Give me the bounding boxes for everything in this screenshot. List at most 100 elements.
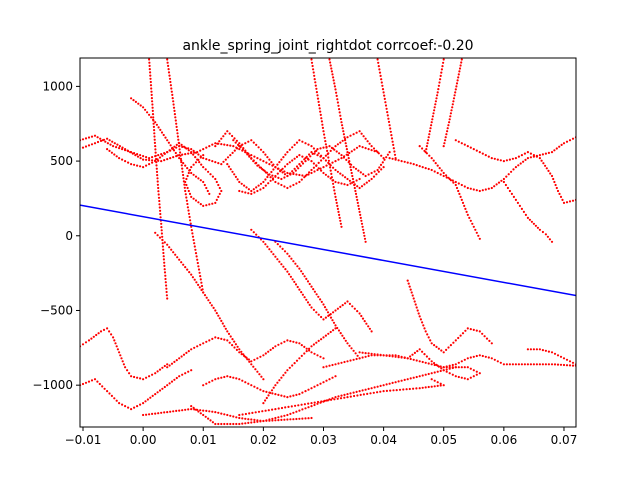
scatter-point xyxy=(136,376,139,379)
scatter-point xyxy=(367,148,370,151)
scatter-point xyxy=(346,136,349,139)
scatter-point xyxy=(361,356,364,359)
scatter-point xyxy=(286,369,289,372)
scatter-point xyxy=(478,189,481,193)
scatter-point xyxy=(433,106,436,109)
scatter-point xyxy=(416,309,419,312)
scatter-point xyxy=(286,163,289,166)
scatter-point xyxy=(559,363,563,366)
scatter-point xyxy=(378,166,381,169)
scatter-point xyxy=(145,413,148,416)
scatter-point xyxy=(271,347,275,350)
scatter-point xyxy=(421,166,424,169)
scatter-point xyxy=(313,74,316,77)
scatter-point xyxy=(224,327,227,330)
scatter-point xyxy=(436,384,439,387)
scatter-point xyxy=(235,139,238,142)
scatter-point xyxy=(277,343,280,346)
scatter-point xyxy=(451,373,454,376)
scatter-point xyxy=(238,142,241,145)
scatter-point xyxy=(441,65,444,68)
scatter-point xyxy=(161,387,164,390)
scatter-point xyxy=(304,390,307,393)
scatter-point xyxy=(218,186,221,190)
scatter-point xyxy=(99,139,103,142)
scatter-point xyxy=(96,136,99,139)
scatter-point xyxy=(148,68,151,71)
scatter-point xyxy=(226,330,229,333)
scatter-point xyxy=(136,164,139,167)
scatter-point xyxy=(295,417,298,421)
scatter-point xyxy=(176,256,179,259)
scatter-point xyxy=(353,186,356,190)
scatter-point xyxy=(288,366,291,369)
scatter-point xyxy=(340,157,343,160)
scatter-point xyxy=(358,210,361,213)
scatter-point xyxy=(164,277,167,281)
scatter-point xyxy=(496,158,499,161)
scatter-point xyxy=(452,341,455,344)
scatter-point xyxy=(312,68,315,71)
scatter-point xyxy=(241,413,244,416)
scatter-point xyxy=(148,375,151,378)
scatter-point xyxy=(340,394,343,397)
scatter-point xyxy=(292,171,295,175)
scatter-point xyxy=(260,375,263,378)
scatter-point xyxy=(256,420,259,423)
scatter-point xyxy=(312,166,315,169)
scatter-point xyxy=(447,346,450,349)
scatter-point xyxy=(468,216,471,219)
scatter-point xyxy=(415,359,418,362)
scatter-point xyxy=(84,381,88,384)
scatter-point xyxy=(304,417,307,420)
scatter-point xyxy=(145,376,148,379)
scatter-point xyxy=(154,372,157,375)
scatter-point xyxy=(400,356,403,359)
scatter-point xyxy=(186,174,189,178)
scatter-point xyxy=(304,407,307,410)
scatter-point xyxy=(247,418,250,421)
scatter-point xyxy=(532,222,536,225)
scatter-point xyxy=(237,143,240,146)
scatter-point xyxy=(434,100,437,103)
scatter-point xyxy=(152,116,155,119)
scatter-point xyxy=(150,90,153,93)
scatter-point xyxy=(172,149,176,152)
scatter-point xyxy=(298,139,301,142)
scatter-point xyxy=(433,362,436,365)
scatter-point xyxy=(427,372,430,376)
scatter-point xyxy=(184,189,187,193)
scatter-point xyxy=(98,382,101,386)
scatter-point xyxy=(454,366,457,369)
scatter-point xyxy=(313,403,316,407)
scatter-point xyxy=(168,77,172,80)
scatter-point xyxy=(343,396,346,399)
scatter-point xyxy=(178,148,181,151)
plot-area xyxy=(80,58,576,426)
scatter-point xyxy=(350,150,353,153)
scatter-point xyxy=(221,322,224,325)
scatter-point xyxy=(130,408,133,411)
scatter-point xyxy=(316,402,319,405)
scatter-point xyxy=(202,154,205,157)
scatter-point xyxy=(370,330,373,333)
scatter-point xyxy=(478,237,481,240)
scatter-point xyxy=(193,346,196,349)
scatter-point xyxy=(504,183,507,187)
scatter-point xyxy=(118,147,121,150)
scatter-point xyxy=(286,171,289,175)
scatter-point xyxy=(343,337,346,340)
scatter-point xyxy=(146,398,149,401)
scatter-point xyxy=(329,330,332,334)
scatter-point xyxy=(291,159,294,162)
scatter-point xyxy=(166,61,169,64)
scatter-point xyxy=(188,169,191,172)
scatter-point xyxy=(301,140,304,143)
scatter-point xyxy=(116,348,119,351)
scatter-point xyxy=(238,189,241,193)
scatter-point xyxy=(301,174,304,177)
scatter-point xyxy=(283,185,286,188)
scatter-point xyxy=(184,372,187,375)
scatter-point xyxy=(320,338,323,341)
